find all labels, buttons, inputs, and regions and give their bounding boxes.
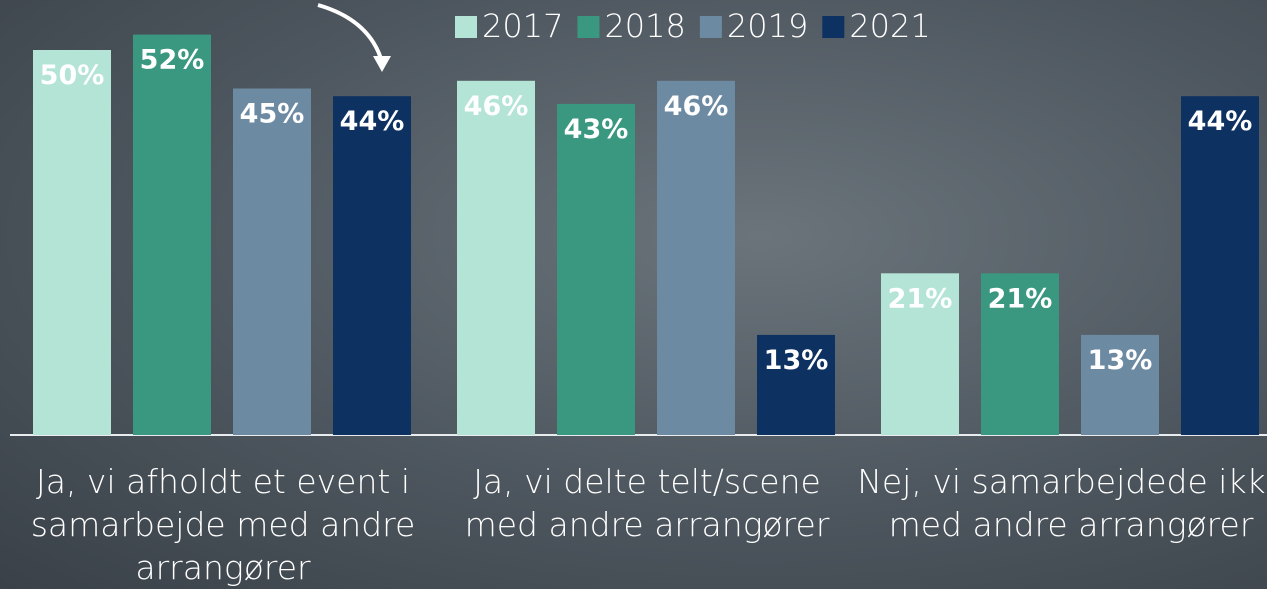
legend-label: 2021 bbox=[849, 7, 930, 45]
bar bbox=[233, 89, 311, 436]
value-label: 43% bbox=[564, 114, 629, 145]
legend-swatch bbox=[822, 16, 844, 38]
bar bbox=[457, 81, 535, 435]
value-label: 45% bbox=[240, 99, 305, 130]
legend-label: 2018 bbox=[604, 7, 685, 45]
bar bbox=[1181, 96, 1259, 435]
value-label: 52% bbox=[140, 45, 205, 76]
legend-swatch bbox=[455, 16, 477, 38]
category-label: Nej, vi samarbejdede ikke med andre arra… bbox=[856, 460, 1267, 546]
value-label: 21% bbox=[888, 283, 953, 314]
legend-label: 2019 bbox=[727, 7, 808, 45]
arrow-head bbox=[373, 56, 391, 72]
page: 2017 2018 2019 2021 50% 52% 45% 44% 46% 43% 46% 13%… bbox=[0, 0, 1267, 589]
legend-swatch bbox=[700, 16, 722, 38]
value-label: 44% bbox=[1188, 106, 1253, 137]
bar bbox=[333, 96, 411, 435]
value-label: 50% bbox=[40, 60, 105, 91]
category-label: Ja, vi afholdt et event i samarbejde med… bbox=[8, 460, 438, 589]
bar bbox=[657, 81, 735, 435]
value-label: 13% bbox=[1088, 345, 1153, 376]
value-label: 46% bbox=[664, 91, 729, 122]
legend-swatch bbox=[577, 16, 599, 38]
value-label: 44% bbox=[340, 106, 405, 137]
bar bbox=[557, 104, 635, 435]
arrow bbox=[318, 5, 382, 62]
value-label: 13% bbox=[764, 345, 829, 376]
value-label: 21% bbox=[988, 283, 1053, 314]
category-label: Ja, vi delte telt/scene med andre arrang… bbox=[432, 460, 862, 546]
legend-label: 2017 bbox=[482, 7, 563, 45]
value-label: 46% bbox=[464, 91, 529, 122]
bar bbox=[33, 50, 111, 435]
bar bbox=[133, 35, 211, 435]
